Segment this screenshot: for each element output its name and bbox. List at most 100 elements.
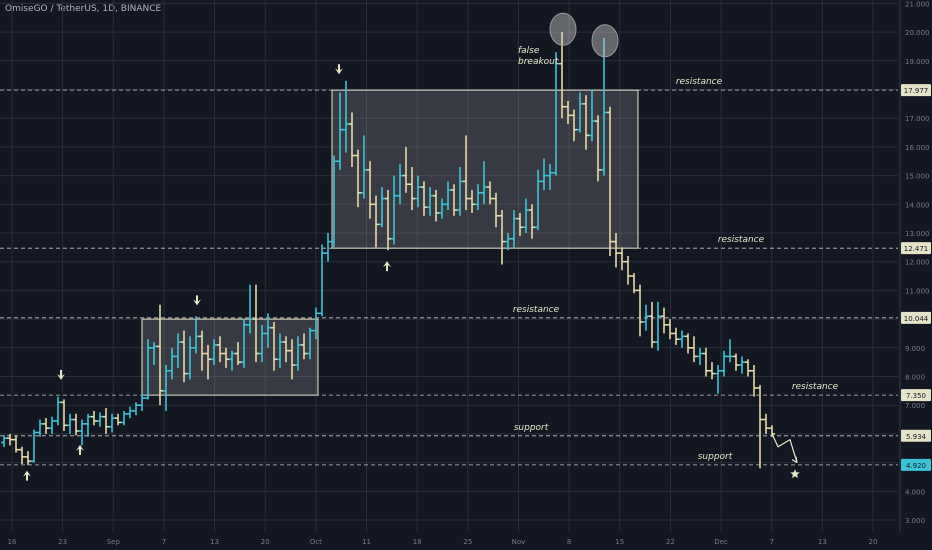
projection-line	[771, 433, 798, 463]
annotation-text: false	[518, 46, 540, 56]
ohlc-bar	[391, 175, 397, 245]
ohlc-bar	[691, 336, 697, 363]
ohlc-bar	[475, 184, 481, 211]
ohlc-bar	[175, 333, 181, 368]
ohlc-bar	[265, 313, 271, 348]
ohlc-bar	[7, 433, 13, 446]
y-tick-label: 16.000	[905, 144, 930, 152]
ohlc-bar	[559, 32, 565, 119]
x-tick-label: Nov	[512, 538, 526, 546]
ohlc-bar	[115, 413, 121, 426]
x-tick-label: Oct	[310, 538, 322, 546]
ohlc-bar	[109, 413, 115, 433]
ohlc-bar	[751, 365, 757, 397]
arrow-down-icon	[193, 295, 201, 306]
ohlc-bar	[565, 100, 571, 124]
ohlc-bar	[625, 255, 631, 285]
ohlc-bar	[37, 419, 43, 437]
ohlc-bar	[421, 181, 427, 216]
ohlc-bar	[427, 187, 433, 216]
level-label: support	[514, 423, 549, 433]
ohlc-bar	[493, 192, 499, 228]
ohlc-bar	[271, 321, 277, 371]
ohlc-bar	[241, 319, 247, 368]
ohlc-bar	[199, 330, 205, 371]
ohlc-bar	[247, 284, 253, 334]
ohlc-bar	[61, 399, 67, 432]
y-tick-label: 13.000	[905, 230, 930, 238]
ohlc-bar	[253, 284, 259, 363]
y-tick-label: 14.000	[905, 201, 930, 209]
ohlc-bar	[703, 347, 709, 377]
ohlc-bar	[211, 339, 217, 366]
chart-title: OmiseGO / TetherUS, 1D, BINANCE	[5, 4, 162, 14]
ohlc-bar	[415, 175, 421, 208]
price-tag-label: 17.977	[904, 87, 929, 95]
ohlc-bar	[121, 410, 127, 426]
arrow-down-icon	[335, 64, 343, 75]
x-tick-label: 18	[413, 538, 422, 546]
price-tag-label: 12.471	[904, 245, 929, 253]
y-tick-label: 4.000	[905, 488, 925, 496]
ohlc-bar	[223, 347, 229, 368]
x-tick-label: 13	[210, 538, 219, 546]
ohlc-bar	[331, 155, 337, 248]
price-tag-label: 5.934	[906, 433, 927, 441]
ohlc-bar	[151, 342, 157, 366]
ohlc-bar	[301, 333, 307, 360]
ohlc-bar	[313, 307, 319, 340]
ohlc-bar	[169, 347, 175, 380]
y-tick-label: 8.000	[905, 374, 925, 382]
ohlc-bar	[697, 347, 703, 366]
ohlc-bar	[1, 435, 7, 447]
price-tag	[901, 458, 931, 471]
ohlc-bar	[571, 109, 577, 142]
ohlc-bar	[355, 149, 361, 208]
y-tick-label: 20.000	[905, 29, 930, 37]
price-tag-label: 7.350	[906, 392, 926, 400]
level-label: support	[698, 452, 733, 462]
ohlc-bar	[583, 95, 589, 150]
ohlc-bar	[535, 169, 541, 231]
price-tag-label: 4.920	[906, 462, 926, 470]
ohlc-bar	[205, 344, 211, 380]
price-tag	[901, 242, 931, 255]
price-tag	[901, 84, 931, 97]
ohlc-bar	[505, 233, 511, 251]
ohlc-bar	[673, 327, 679, 345]
x-tick-label: 13	[818, 538, 827, 546]
ohlc-bar	[409, 166, 415, 211]
ohlc-bar	[307, 327, 313, 360]
ohlc-bar	[337, 92, 343, 170]
ohlc-bar	[445, 181, 451, 211]
ohlc-bar	[685, 333, 691, 354]
price-tag	[901, 311, 931, 324]
price-tag-label: 10.044	[904, 315, 929, 323]
highlight-circle	[549, 12, 577, 46]
x-tick-label: 20	[261, 538, 270, 546]
ohlc-bar	[31, 429, 37, 463]
arrow-up-icon	[76, 444, 84, 455]
ohlc-bar	[745, 359, 751, 377]
price-tag	[901, 429, 931, 442]
ohlc-bar	[103, 408, 109, 434]
x-tick-label: 7	[769, 538, 773, 546]
ohlc-bar	[523, 198, 529, 233]
ohlc-bar	[721, 350, 727, 377]
level-label: resistance	[792, 382, 839, 392]
ohlc-bar	[367, 161, 373, 219]
ohlc-bar	[325, 233, 331, 262]
ohlc-bar	[487, 181, 493, 205]
ohlc-bar	[13, 435, 19, 453]
ohlc-bar	[613, 233, 619, 268]
ohlc-bar	[277, 333, 283, 368]
level-label: resistance	[718, 235, 765, 245]
y-tick-label: 9.000	[905, 345, 925, 353]
y-tick-label: 21.000	[905, 0, 930, 8]
ohlc-bar	[97, 412, 103, 427]
ohlc-bar	[715, 365, 721, 394]
highlight-circle	[591, 24, 619, 58]
ohlc-bar	[661, 307, 667, 334]
y-tick-label: 12.000	[905, 259, 930, 267]
